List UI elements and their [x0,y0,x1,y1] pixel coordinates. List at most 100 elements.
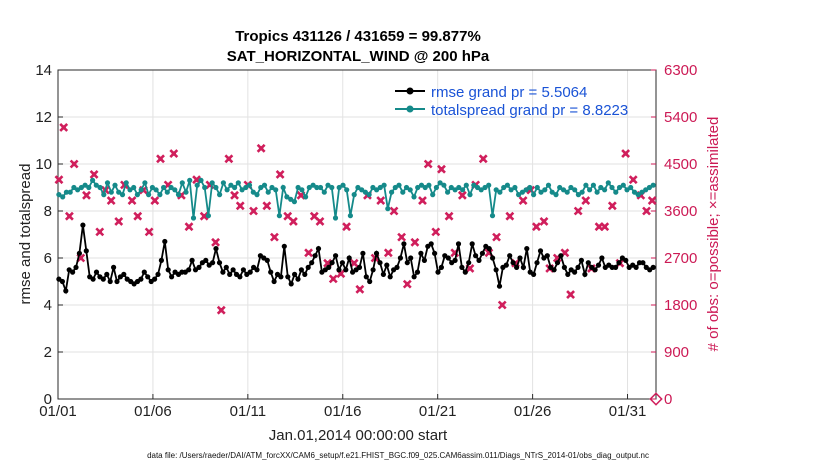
rmse-point [544,253,550,259]
totalspread-point [426,182,432,188]
assimilated-obs-marker [647,196,657,205]
obs-x-center [596,224,602,229]
totalspread-point [101,192,107,198]
totalspread-point [246,182,253,188]
totalspread-point [370,184,376,191]
rmse-point [367,278,373,285]
totalspread-point [213,184,219,191]
rmse-point [473,253,479,259]
totalspread-point [613,189,619,195]
rmse-point [486,246,492,252]
assimilated-obs-marker [269,232,279,242]
rmse-point [531,271,537,277]
rmse-point [476,257,482,263]
totalspread-point [112,182,118,188]
obs-x-center [78,255,83,261]
assimilated-obs-marker [389,206,399,216]
assimilated-obs-marker [492,232,501,242]
totalspread-point [579,189,585,195]
totalspread-point [351,192,357,198]
rmse-point [445,255,451,261]
rmse-point [452,257,458,263]
assimilated-obs-marker [628,175,638,185]
obs-x-center [213,240,218,245]
x-tick-label: 01/21 [419,403,457,420]
totalspread-point [557,184,563,191]
rmse-point [520,264,527,270]
obs-x-center [152,198,158,203]
obs-x-center [312,214,317,219]
obs-x-center [298,193,304,198]
obs-x-center [194,177,199,182]
assimilated-obs-marker [478,154,488,164]
assimilated-obs-marker [169,149,179,158]
obs-x-center [338,271,344,276]
rmse-point [339,260,345,266]
totalspread-point [119,192,126,198]
rmse-point [404,260,410,266]
totalspread-point [542,187,548,193]
rmse-point [578,257,585,263]
totalspread-point [635,192,641,198]
totalspread-point [295,184,301,191]
rmse-point [312,253,318,259]
totalspread-point [175,192,182,198]
rmse-series [56,222,656,295]
totalspread-point [430,192,436,198]
assimilated-obs-marker [642,206,651,216]
totalspread-point [482,184,488,191]
rmse-point [254,267,260,273]
rmse-point [333,253,339,259]
totalspread-point [418,182,425,188]
rmse-point [360,250,366,256]
rmse-point [565,271,571,277]
assimilated-obs-marker [566,290,575,299]
obs-x-center [291,219,296,224]
obs-x-center [520,198,526,203]
totalspread-point [407,187,413,193]
totalspread-point [620,182,626,188]
totalspread-point [590,182,597,188]
totalspread-point [396,182,402,188]
rmse-point [455,241,462,247]
obs-x-center [467,266,473,271]
rmse-point [575,264,581,270]
totalspread-point [508,187,514,193]
rmse-point [111,264,117,270]
obs-x-center [602,224,607,229]
assimilated-obs-marker [133,211,143,221]
rmse-point [411,274,417,280]
rmse-point [278,274,284,280]
rmse-point [152,276,158,282]
rmse-point [63,288,69,294]
obs-x-center [201,214,207,219]
y-tick-label: 2 [44,344,52,361]
rmse-point [650,264,656,270]
totalspread-point [516,192,522,198]
obs-x-center [226,156,232,161]
totalspread-point [190,215,197,221]
obs-x-center [494,234,499,240]
rmse-point [551,267,557,273]
rmse-point [227,271,233,277]
assimilated-obs-marker [397,232,407,242]
totalspread-point [220,180,226,186]
totalspread-point [366,192,372,198]
totalspread-point [456,184,462,191]
totalspread-point [359,187,365,193]
totalspread-point [403,184,410,191]
obs-x-center [258,146,264,151]
totalspread-point [93,182,99,188]
totalspread-point [575,192,582,198]
totalspread-point [269,184,275,191]
totalspread-point [650,182,656,188]
obs-x-center [541,219,547,224]
totalspread-point [594,189,600,195]
legend-rmse-marker [406,87,414,95]
totalspread-point [493,187,499,193]
rmse-point [80,222,86,228]
totalspread-point [75,187,81,193]
obs-x-center [264,203,270,208]
rmse-point [493,267,499,273]
totalspread-point [90,177,96,183]
